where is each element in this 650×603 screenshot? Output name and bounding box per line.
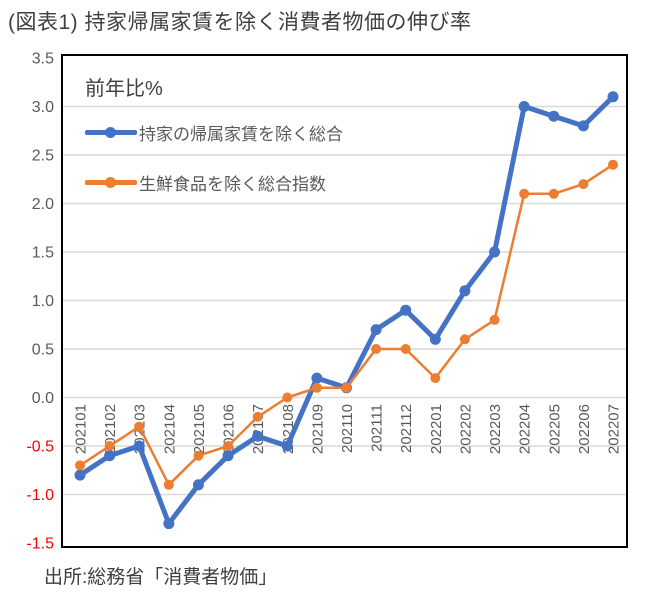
data-point xyxy=(459,285,471,297)
x-axis-tick-label: 202202 xyxy=(457,404,474,454)
legend-line-marker-icon xyxy=(85,176,137,188)
x-axis-tick-label: 202105 xyxy=(191,404,208,454)
y-axis-tick-label: 3.0 xyxy=(32,99,54,116)
y-axis-tick-label: -1.5 xyxy=(26,536,54,553)
data-point xyxy=(578,179,589,190)
data-point xyxy=(548,110,560,122)
x-axis-tick-label: 202112 xyxy=(398,404,415,453)
x-axis-tick-label: 202204 xyxy=(517,404,534,454)
data-point xyxy=(489,314,500,325)
data-point xyxy=(281,440,293,452)
source-note: 出所:総務省「消費者物価」 xyxy=(44,567,278,588)
data-point xyxy=(577,120,589,132)
data-point xyxy=(192,479,204,491)
data-point xyxy=(400,344,411,354)
data-point xyxy=(282,392,293,403)
y-axis-tick-label: 1.0 xyxy=(32,293,54,310)
y-axis-tick-label: 2.0 xyxy=(32,196,54,213)
data-point xyxy=(608,159,618,170)
data-point xyxy=(341,382,352,393)
legend-label: 生鮮食品を除く総合指数 xyxy=(139,174,326,194)
data-point xyxy=(193,450,204,461)
legend: 持家の帰属家賃を除く総合 生鮮食品を除く総合指数 xyxy=(85,118,405,218)
data-point xyxy=(370,324,382,336)
y-axis-tick-label: 0.0 xyxy=(32,390,54,407)
data-point xyxy=(75,460,85,471)
x-axis-tick-label: 202101 xyxy=(73,404,90,454)
y-axis-tick-label: 1.5 xyxy=(32,245,54,262)
y-axis-tick-label: 0.5 xyxy=(32,342,54,359)
x-axis-tick-label: 202108 xyxy=(280,404,297,454)
y-axis-unit-label: 前年比% xyxy=(85,78,163,100)
y-axis-tick-label: -1.0 xyxy=(26,487,54,504)
data-point xyxy=(400,304,412,316)
legend-item-ex-imputed-rent: 持家の帰属家賃を除く総合 xyxy=(85,118,405,146)
data-point xyxy=(222,450,234,462)
data-point xyxy=(104,441,115,451)
x-axis-tick-label: 202109 xyxy=(309,404,326,454)
data-point xyxy=(223,441,234,451)
x-axis-tick-label: 202206 xyxy=(576,404,593,454)
data-point xyxy=(74,469,86,481)
data-point xyxy=(104,450,116,462)
y-axis-tick-label: -0.5 xyxy=(26,439,54,456)
data-point xyxy=(519,188,530,199)
data-point xyxy=(489,246,501,258)
data-point xyxy=(252,430,264,442)
data-point xyxy=(459,334,470,345)
data-point xyxy=(607,91,619,103)
x-axis-tick-label: 202111 xyxy=(369,404,386,452)
data-point xyxy=(311,372,323,384)
x-axis-tick-label: 202203 xyxy=(487,404,504,454)
data-point xyxy=(134,421,145,432)
data-point xyxy=(518,101,530,112)
data-point xyxy=(133,440,145,452)
legend-item-ex-fresh-food: 生鮮食品を除く総合指数 xyxy=(85,168,405,196)
y-axis-tick-label: 3.5 xyxy=(32,51,54,68)
data-point xyxy=(163,518,175,530)
data-point xyxy=(252,411,263,422)
line-chart-plot: -1.5 -1.0 -0.5 0.0 0.5 1.0 1.5 2.0 2.5 3.0 3.5 2021… xyxy=(26,51,628,553)
data-point xyxy=(311,382,322,393)
data-point xyxy=(430,373,441,384)
x-axis-tick-label: 202207 xyxy=(606,404,623,454)
plot-border xyxy=(61,54,628,548)
x-axis-tick-label: 202110 xyxy=(339,404,356,453)
y-axis-tick-label: 2.5 xyxy=(32,148,54,165)
data-point xyxy=(429,333,441,345)
data-point xyxy=(163,479,174,490)
x-axis-tick-label: 202201 xyxy=(428,404,445,454)
data-point xyxy=(371,344,382,354)
legend-line-marker-icon xyxy=(85,126,137,138)
x-axis-tick-label: 202205 xyxy=(546,404,563,454)
x-axis-tick-label: 202104 xyxy=(161,404,178,454)
chart-title: (図表1) 持家帰属家賃を除く消費者物価の伸び率 xyxy=(8,11,472,34)
data-point xyxy=(548,188,559,199)
legend-label: 持家の帰属家賃を除く総合 xyxy=(139,124,343,144)
